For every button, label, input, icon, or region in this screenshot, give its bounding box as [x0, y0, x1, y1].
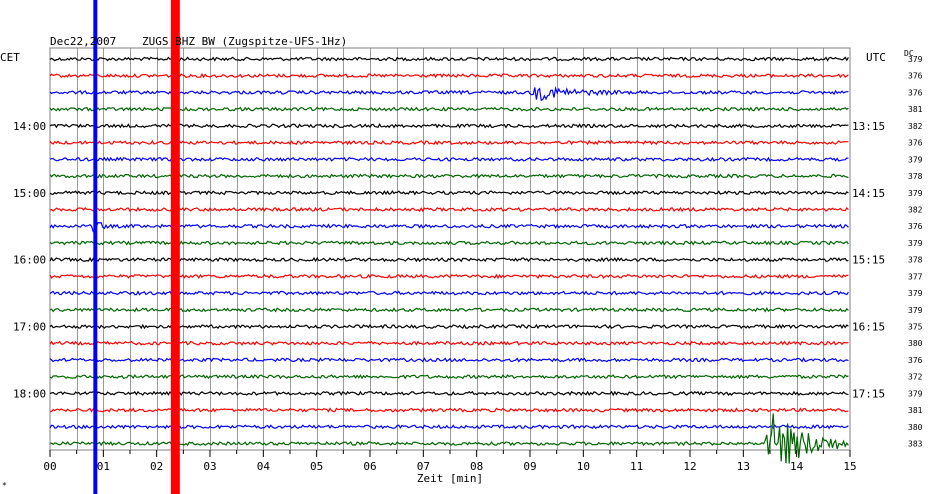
dc-offset-label: 383 — [908, 440, 923, 449]
dc-offset-label: 376 — [908, 139, 923, 148]
seismogram-traces — [49, 56, 849, 464]
dc-offset-label: 382 — [908, 122, 923, 131]
trace-line — [49, 190, 849, 196]
x-tick-label: 00 — [43, 460, 56, 473]
x-tick-label: 02 — [150, 460, 163, 473]
trace-line — [49, 72, 849, 79]
right-hour-label: 13:15 — [852, 120, 885, 133]
dc-offset-label: 380 — [908, 423, 923, 432]
dc-offset-label: 379 — [908, 239, 923, 248]
x-tick-label: 05 — [310, 460, 323, 473]
dc-offset-label: 376 — [908, 88, 923, 97]
dc-offset-label: 372 — [908, 373, 923, 382]
trace-line — [49, 156, 849, 162]
left-hour-label: 17:00 — [13, 321, 46, 334]
red-time-marker — [170, 0, 180, 494]
dc-offset-label: 378 — [908, 172, 923, 181]
dc-offset-label: 379 — [908, 289, 923, 298]
blue-time-marker — [93, 0, 98, 494]
x-tick-label: 04 — [257, 460, 271, 473]
right-hour-label: 17:15 — [852, 387, 885, 400]
tick-labels: 00 01 02 03 04 05 06 07 08 09 10 11 12 13 14 15 379 376 37… — [13, 55, 923, 473]
x-tick-label: 01 — [97, 460, 110, 473]
left-hour-label: 18:00 — [13, 387, 46, 400]
trace-line — [49, 407, 849, 413]
trace-line — [49, 290, 849, 296]
trace-line — [49, 240, 849, 246]
dc-offset-label: 375 — [908, 323, 923, 332]
time-markers — [93, 0, 180, 494]
dc-offset-label: 377 — [908, 272, 923, 281]
left-hour-label: 15:00 — [13, 187, 46, 200]
x-tick-label: 15 — [843, 460, 856, 473]
x-tick-label: 14 — [790, 460, 804, 473]
header-date: Dec22,2007 — [50, 35, 116, 48]
x-tick-label: 09 — [523, 460, 536, 473]
trace-line — [49, 85, 849, 102]
header-station: ZUGS BHZ BW (Zugspitze-UFS-1Hz) — [142, 35, 347, 48]
x-tick-label: 12 — [683, 460, 696, 473]
trace-line — [49, 56, 849, 62]
trace-line — [49, 206, 849, 213]
dc-offset-label: 380 — [908, 339, 923, 348]
dc-offset-label: 379 — [908, 189, 923, 198]
right-hour-label: 15:15 — [852, 254, 885, 267]
x-tick-label: 11 — [630, 460, 643, 473]
x-tick-label: 06 — [363, 460, 376, 473]
trace-line — [49, 123, 849, 129]
dc-offset-label: 376 — [908, 72, 923, 81]
trace-line — [49, 357, 849, 363]
trace-line — [49, 306, 849, 313]
trace-line — [49, 323, 849, 330]
trace-line — [49, 221, 849, 235]
right-hour-label: 14:15 — [852, 187, 885, 200]
right-hour-label: 16:15 — [852, 321, 885, 334]
dc-offset-label: 379 — [908, 389, 923, 398]
x-tick-label: 07 — [417, 460, 430, 473]
left-hour-label: 16:00 — [13, 254, 46, 267]
dc-label: DC — [904, 49, 914, 58]
trace-line — [49, 374, 849, 380]
trace-line — [49, 413, 849, 464]
trace-line — [49, 424, 849, 430]
trace-line — [49, 173, 849, 179]
trace-line — [49, 139, 849, 146]
x-tick-label: 08 — [470, 460, 483, 473]
trace-line — [49, 273, 849, 280]
dc-offset-label: 378 — [908, 256, 923, 265]
dc-offset-label: 379 — [908, 306, 923, 315]
trace-line — [49, 340, 849, 346]
trace-line — [49, 390, 849, 397]
footer-mark: * — [2, 481, 7, 490]
dc-offset-label: 376 — [908, 356, 923, 365]
trace-line — [49, 106, 849, 112]
dc-offset-label: 382 — [908, 205, 923, 214]
dc-offset-label: 376 — [908, 222, 923, 231]
left-timezone-label: CET — [0, 51, 20, 64]
x-axis-label: Zeit [min] — [417, 472, 483, 485]
x-tick-label: 13 — [737, 460, 750, 473]
dc-offset-label: 379 — [908, 155, 923, 164]
dc-offset-label: 379 — [908, 55, 923, 64]
x-tick-label: 03 — [203, 460, 216, 473]
trace-line — [49, 256, 849, 263]
dc-offset-label: 381 — [908, 406, 923, 415]
right-timezone-label: UTC — [866, 51, 886, 64]
x-tick-label: 10 — [577, 460, 590, 473]
axis-labels: Dec22,2007 ZUGS BHZ BW (Zugspitze-UFS-1H… — [0, 35, 914, 490]
plot-grid — [49, 47, 851, 451]
left-hour-label: 14:00 — [13, 120, 46, 133]
dc-offset-label: 381 — [908, 105, 923, 114]
